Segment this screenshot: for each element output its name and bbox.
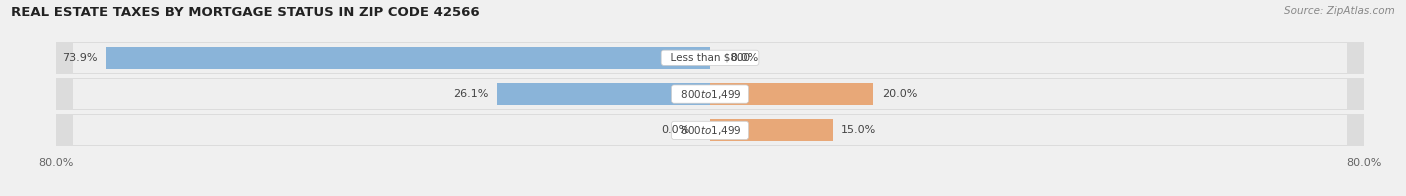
Text: Source: ZipAtlas.com: Source: ZipAtlas.com xyxy=(1284,6,1395,16)
Text: 73.9%: 73.9% xyxy=(62,53,98,63)
Text: Less than $800: Less than $800 xyxy=(664,53,756,63)
Bar xyxy=(56,114,1364,146)
Text: 26.1%: 26.1% xyxy=(453,89,488,99)
Bar xyxy=(73,115,1347,145)
Text: 0.0%: 0.0% xyxy=(731,53,759,63)
Bar xyxy=(710,83,873,105)
Bar xyxy=(496,83,710,105)
Bar xyxy=(73,43,1347,73)
Text: 20.0%: 20.0% xyxy=(882,89,917,99)
Bar xyxy=(105,47,710,69)
Text: 0.0%: 0.0% xyxy=(661,125,689,135)
Bar xyxy=(73,79,1347,109)
Text: $800 to $1,499: $800 to $1,499 xyxy=(673,124,747,137)
Bar xyxy=(56,78,1364,110)
Bar xyxy=(710,120,832,141)
Text: REAL ESTATE TAXES BY MORTGAGE STATUS IN ZIP CODE 42566: REAL ESTATE TAXES BY MORTGAGE STATUS IN … xyxy=(11,6,479,19)
Text: 15.0%: 15.0% xyxy=(841,125,876,135)
Bar xyxy=(56,42,1364,74)
Text: $800 to $1,499: $800 to $1,499 xyxy=(673,88,747,101)
